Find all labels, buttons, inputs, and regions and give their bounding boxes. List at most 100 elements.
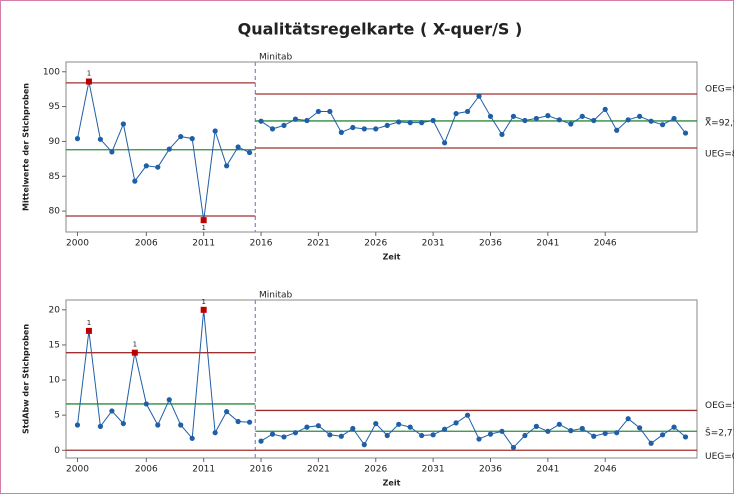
data-point [522, 117, 528, 124]
data-point [120, 121, 126, 127]
data-point [568, 428, 574, 434]
data-point [522, 432, 528, 439]
data-point [189, 136, 195, 142]
data-point [453, 420, 459, 426]
data-point [487, 113, 494, 119]
cl-label: S̄=2,71 [705, 427, 734, 439]
data-point [419, 120, 425, 126]
alarm-point [200, 306, 207, 313]
data-point [591, 433, 597, 439]
data-point [258, 438, 264, 444]
x-tick-label: 2006 [135, 239, 158, 249]
x-tick-label: 2026 [364, 465, 387, 475]
data-point [637, 113, 643, 119]
data-point [637, 425, 643, 431]
alarm-label: 1 [133, 341, 137, 349]
data-point [97, 423, 104, 429]
data-point [579, 425, 585, 432]
y-axis-title: Mittelwerte der Stichproben [22, 83, 31, 211]
data-point [602, 430, 608, 437]
data-point [591, 117, 597, 124]
data-point [671, 115, 677, 122]
data-point [74, 136, 81, 142]
data-point [212, 128, 218, 134]
data-point [109, 408, 115, 414]
data-point [132, 178, 138, 184]
data-point [143, 163, 149, 169]
data-point [396, 119, 402, 125]
y-tick-label: 15 [49, 340, 60, 350]
data-point [396, 421, 402, 427]
alarm-label: 1 [201, 298, 205, 306]
data-point [281, 122, 287, 129]
data-point [373, 420, 379, 427]
x-tick-label: 2000 [66, 465, 89, 475]
data-point [327, 432, 333, 438]
alarm-label: 1 [87, 319, 91, 327]
data-point [155, 164, 161, 170]
y-axis-title: StdAbw der Stichproben [22, 324, 31, 434]
data-point [292, 430, 299, 436]
data-point [648, 118, 654, 124]
y-tick-label: 10 [49, 376, 61, 386]
data-point [659, 432, 666, 438]
data-point [430, 432, 436, 438]
y-tick-label: 95 [49, 102, 60, 112]
y-tick-label: 5 [54, 411, 60, 421]
data-point [361, 126, 367, 132]
data-point [476, 93, 482, 99]
x-tick-label: 2031 [422, 239, 445, 249]
data-point [361, 442, 367, 448]
data-point [327, 108, 333, 115]
x-tick-label: 2041 [536, 465, 559, 475]
chart-title: Qualitätsregelkarte ( X-quer/S ) [238, 20, 523, 39]
data-point [510, 444, 517, 451]
plot-area [65, 61, 698, 233]
data-point [178, 133, 184, 140]
annotation: Minitab [259, 53, 293, 63]
data-point [545, 428, 551, 434]
data-point [476, 436, 482, 442]
data-point [648, 440, 654, 446]
data-point [304, 117, 310, 124]
data-point [407, 424, 413, 430]
x-axis-title: Zeit [383, 253, 401, 262]
x-tick-label: 2021 [307, 239, 330, 249]
x-tick-label: 2046 [594, 465, 617, 475]
data-point [269, 431, 276, 437]
x-tick-label: 2000 [66, 239, 89, 249]
data-point [109, 149, 115, 155]
data-point [453, 110, 459, 117]
x-tick-label: 2046 [594, 239, 617, 249]
data-point [338, 433, 344, 439]
ucl-label: OEG=5,67 [705, 401, 734, 411]
data-point [246, 149, 253, 156]
alarm-point [85, 327, 92, 334]
data-point [442, 426, 448, 432]
data-point [350, 124, 356, 131]
alarm-point [85, 78, 92, 85]
data-point [659, 122, 666, 128]
x-tick-label: 2031 [422, 465, 445, 475]
data-point [682, 434, 689, 440]
data-point [614, 127, 620, 133]
x-tick-label: 2041 [536, 239, 559, 249]
data-point [499, 131, 505, 138]
data-point [258, 118, 264, 124]
data-point [120, 420, 126, 427]
x-tick-label: 2036 [479, 239, 502, 249]
data-point [464, 108, 471, 115]
data-point [235, 144, 241, 150]
data-point [556, 117, 562, 123]
data-point [579, 113, 585, 119]
x-tick-label: 2016 [250, 239, 273, 249]
x-tick-label: 2006 [135, 465, 158, 475]
data-point [510, 113, 517, 119]
data-point [464, 412, 471, 418]
y-tick-label: 90 [49, 137, 61, 147]
x-tick-label: 2021 [307, 465, 330, 475]
y-tick-label: 0 [54, 446, 60, 456]
data-point [442, 140, 448, 146]
data-point [166, 397, 172, 403]
